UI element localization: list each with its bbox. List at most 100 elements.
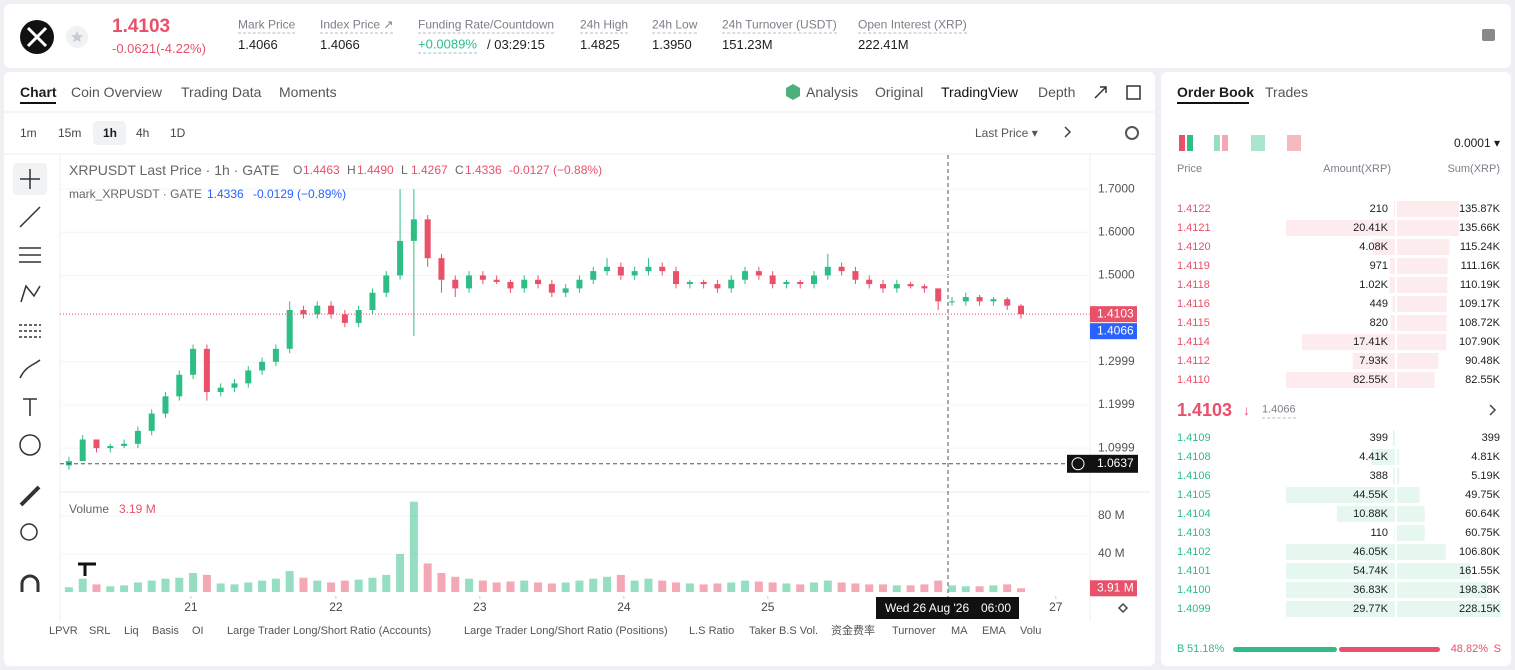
volume-bar bbox=[396, 553, 405, 592]
book-tab[interactable]: Trades bbox=[1265, 84, 1309, 100]
book-view[interactable] bbox=[1222, 135, 1228, 151]
volume-bar bbox=[934, 580, 943, 592]
amount-bar bbox=[1389, 258, 1395, 274]
book-amount: 4.41K bbox=[1359, 451, 1388, 463]
book-sum: 399 bbox=[1481, 432, 1500, 444]
amount-bar bbox=[1392, 296, 1395, 312]
volume-bar bbox=[492, 582, 501, 592]
book-price: 1.4109 bbox=[1177, 432, 1211, 444]
book-amount: 388 bbox=[1369, 470, 1388, 482]
indicator[interactable]: 资金费率 bbox=[831, 625, 875, 637]
candle-body bbox=[493, 279, 500, 282]
indicator[interactable]: MA bbox=[951, 625, 968, 637]
expand-icon[interactable] bbox=[1094, 86, 1107, 99]
interval[interactable]: 15m bbox=[58, 126, 82, 140]
volume-bar bbox=[230, 584, 239, 592]
book-view[interactable] bbox=[1287, 135, 1301, 151]
book-view[interactable] bbox=[1179, 135, 1185, 151]
volume-bar bbox=[920, 584, 929, 592]
last-price-tag bbox=[1090, 306, 1137, 323]
indicator[interactable]: Taker B.S Vol. bbox=[749, 625, 819, 637]
indicator[interactable]: SRL bbox=[89, 625, 111, 637]
candle-body bbox=[424, 219, 431, 259]
emoji-tool[interactable] bbox=[19, 434, 41, 456]
text-tool[interactable] bbox=[23, 398, 37, 416]
candle-body bbox=[811, 275, 818, 285]
brush-tool[interactable] bbox=[19, 359, 41, 379]
volume-tag-label: 3.91 M bbox=[1097, 580, 1134, 594]
interval[interactable]: 4h bbox=[136, 126, 150, 140]
amount-bar bbox=[1286, 220, 1395, 236]
book-price: 1.4119 bbox=[1177, 260, 1210, 272]
chart-tab[interactable]: Chart bbox=[20, 84, 57, 100]
volume-bar bbox=[975, 586, 984, 592]
indicator[interactable]: EMA bbox=[982, 625, 1006, 637]
book-sum: 109.17K bbox=[1459, 298, 1500, 310]
view-tab[interactable]: Original bbox=[875, 84, 924, 100]
candle-body bbox=[590, 271, 597, 280]
indicator[interactable]: Basis bbox=[152, 625, 179, 637]
mark-price-tag bbox=[1090, 323, 1137, 340]
book-price: 1.4118 bbox=[1177, 279, 1210, 291]
book-sum: 135.87K bbox=[1459, 203, 1500, 215]
pattern-tool[interactable] bbox=[20, 284, 41, 303]
buy-label: B bbox=[1177, 643, 1185, 655]
indicator[interactable]: OI bbox=[192, 625, 204, 637]
chart-tab[interactable]: Coin Overview bbox=[71, 84, 163, 100]
interval[interactable]: 1h bbox=[103, 126, 118, 140]
indicator[interactable]: Volu bbox=[1020, 625, 1042, 637]
search-icon[interactable] bbox=[1064, 126, 1072, 138]
indicator[interactable]: Liq bbox=[124, 625, 139, 637]
book-amount: 10.88K bbox=[1353, 508, 1388, 520]
candle-body bbox=[272, 348, 279, 362]
indicator[interactable]: Large Trader Long/Short Ratio (Positions… bbox=[464, 625, 668, 637]
settings-icon[interactable] bbox=[1117, 602, 1129, 614]
book-view[interactable] bbox=[1251, 135, 1265, 151]
book-price: 1.4121 bbox=[1177, 222, 1211, 234]
volume-label: Volume bbox=[69, 502, 110, 516]
view-tab[interactable]: TradingView bbox=[941, 84, 1019, 100]
chart-tab[interactable]: Trading Data bbox=[181, 84, 262, 100]
indicator[interactable]: L.S Ratio bbox=[689, 625, 735, 637]
candle-body bbox=[548, 284, 555, 293]
book-view[interactable] bbox=[1187, 135, 1193, 151]
book-tab[interactable]: Order Book bbox=[1177, 84, 1255, 100]
price-type[interactable]: Last Price ▾ bbox=[975, 126, 1038, 140]
volume-bar bbox=[616, 574, 625, 592]
candle-body bbox=[507, 281, 514, 289]
interval[interactable]: 1D bbox=[170, 126, 186, 140]
amount-bar bbox=[1286, 563, 1395, 579]
crosshair-tool[interactable] bbox=[20, 169, 40, 189]
chart-tab[interactable]: Moments bbox=[279, 84, 337, 100]
menu-icon[interactable] bbox=[1482, 29, 1495, 41]
candle-body bbox=[93, 439, 100, 449]
book-sum: 198.38K bbox=[1459, 584, 1500, 596]
y-tick-label: 1.5000 bbox=[1098, 268, 1135, 282]
x-tick-label: 23 bbox=[473, 600, 487, 614]
view-tab[interactable]: Analysis bbox=[806, 84, 859, 100]
indicator[interactable]: Large Trader Long/Short Ratio (Accounts) bbox=[227, 625, 432, 637]
gear-icon[interactable] bbox=[1125, 126, 1139, 140]
amount-bar bbox=[1373, 239, 1395, 255]
candle-body bbox=[769, 275, 776, 285]
view-tab[interactable]: Depth bbox=[1038, 84, 1076, 100]
line-tool[interactable] bbox=[19, 206, 41, 228]
ohlc-value: 1.4463 bbox=[303, 163, 340, 177]
fib-tool[interactable] bbox=[19, 324, 41, 338]
book-sum: 106.80K bbox=[1459, 546, 1500, 558]
precision[interactable]: 0.0001 ▾ bbox=[1453, 136, 1500, 150]
last-price: 1.4103 bbox=[112, 16, 171, 37]
volume-bar bbox=[202, 574, 211, 592]
zoom-tool[interactable] bbox=[20, 523, 38, 541]
volume-bar bbox=[147, 580, 156, 592]
magnet-tool[interactable] bbox=[20, 574, 40, 592]
book-amount: 17.41K bbox=[1353, 336, 1388, 348]
ruler-tool[interactable] bbox=[19, 485, 41, 507]
indicator[interactable]: Turnover bbox=[892, 625, 936, 637]
channel-tool[interactable] bbox=[19, 247, 41, 263]
volume-bar bbox=[78, 578, 87, 592]
window-icon[interactable] bbox=[1126, 85, 1141, 100]
book-view[interactable] bbox=[1214, 135, 1220, 151]
indicator[interactable]: LPVR bbox=[49, 625, 78, 637]
interval[interactable]: 1m bbox=[20, 126, 37, 140]
